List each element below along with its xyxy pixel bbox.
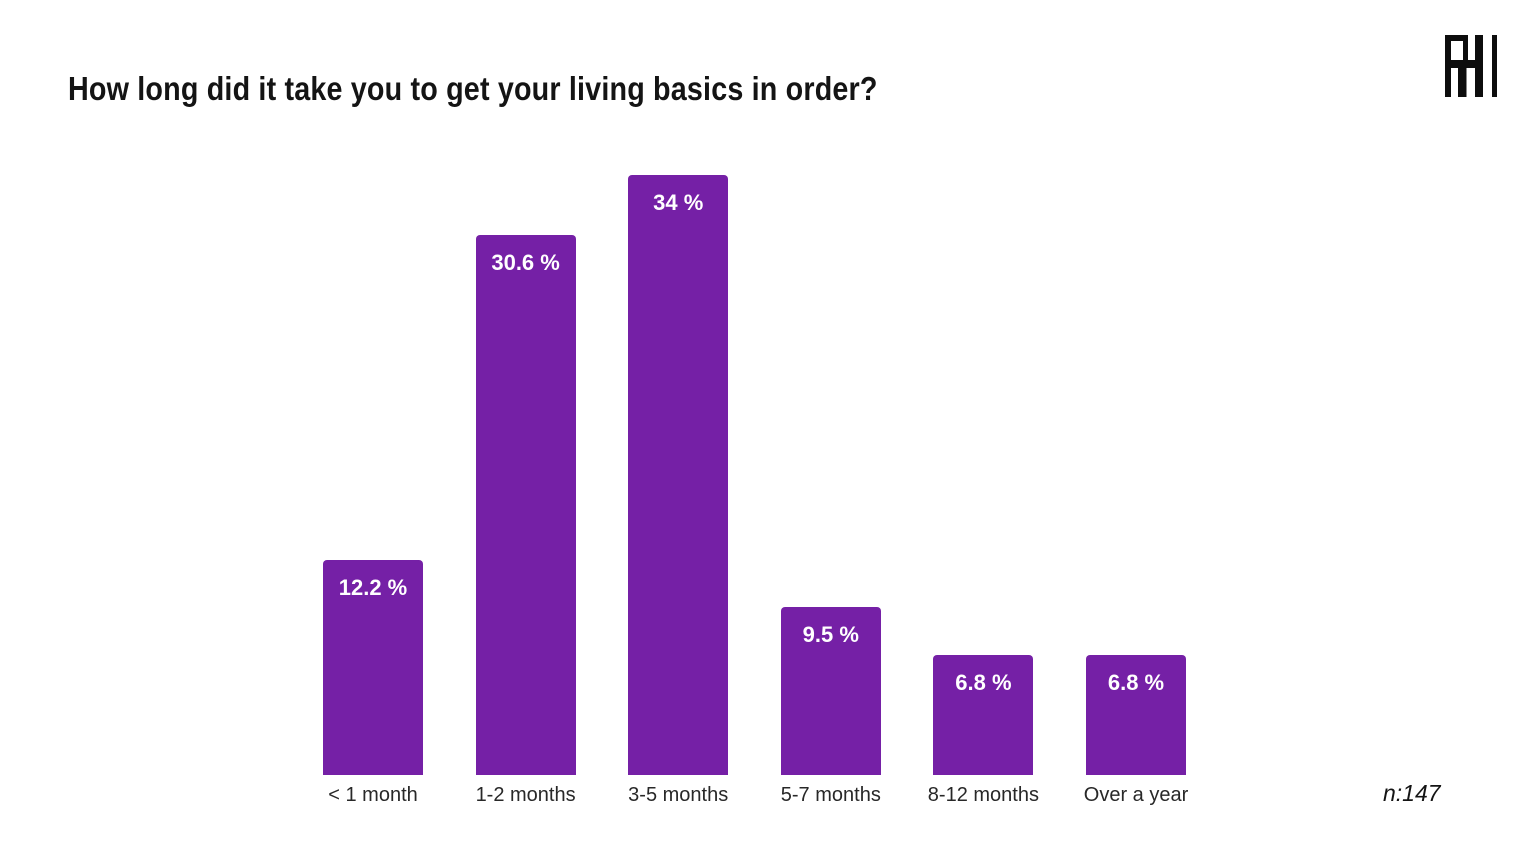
- h-monogram-logo-svg: [1445, 35, 1497, 97]
- bar-6: 6.8 %: [1086, 655, 1186, 775]
- bar-value-label: 12.2 %: [338, 575, 408, 600]
- sample-size-note: n:147: [1383, 780, 1441, 806]
- category-label: 3-5 months: [628, 784, 729, 806]
- category-label: Over a year: [1083, 784, 1189, 806]
- bar-1: 12.2 %: [323, 560, 423, 775]
- bar-4: 9.5 %: [780, 607, 881, 775]
- bar-value-label: 6.8 %: [955, 670, 1012, 695]
- bar-2: 30.6 %: [475, 235, 576, 775]
- bar-5: 6.8 %: [933, 655, 1034, 775]
- category-label: 5-7 months: [780, 784, 881, 806]
- bar-value-label: 34 %: [653, 190, 704, 215]
- bar-3: 34 %: [628, 175, 729, 775]
- bar-value-label: 30.6 %: [491, 250, 560, 275]
- h-monogram-logo: [1445, 35, 1497, 97]
- bar-chart: 12.2 % < 1 month 30.6 % 1-2 months 34 % 3-5 m…: [323, 175, 1193, 806]
- category-label: 1-2 months: [475, 784, 576, 806]
- category-label: < 1 month: [328, 784, 418, 806]
- bar-value-label: 9.5 %: [802, 622, 859, 647]
- bar-value-label: 6.8 %: [1107, 670, 1165, 695]
- chart-title: How long did it take you to get your liv…: [68, 70, 878, 107]
- category-label: 8-12 months: [927, 784, 1039, 806]
